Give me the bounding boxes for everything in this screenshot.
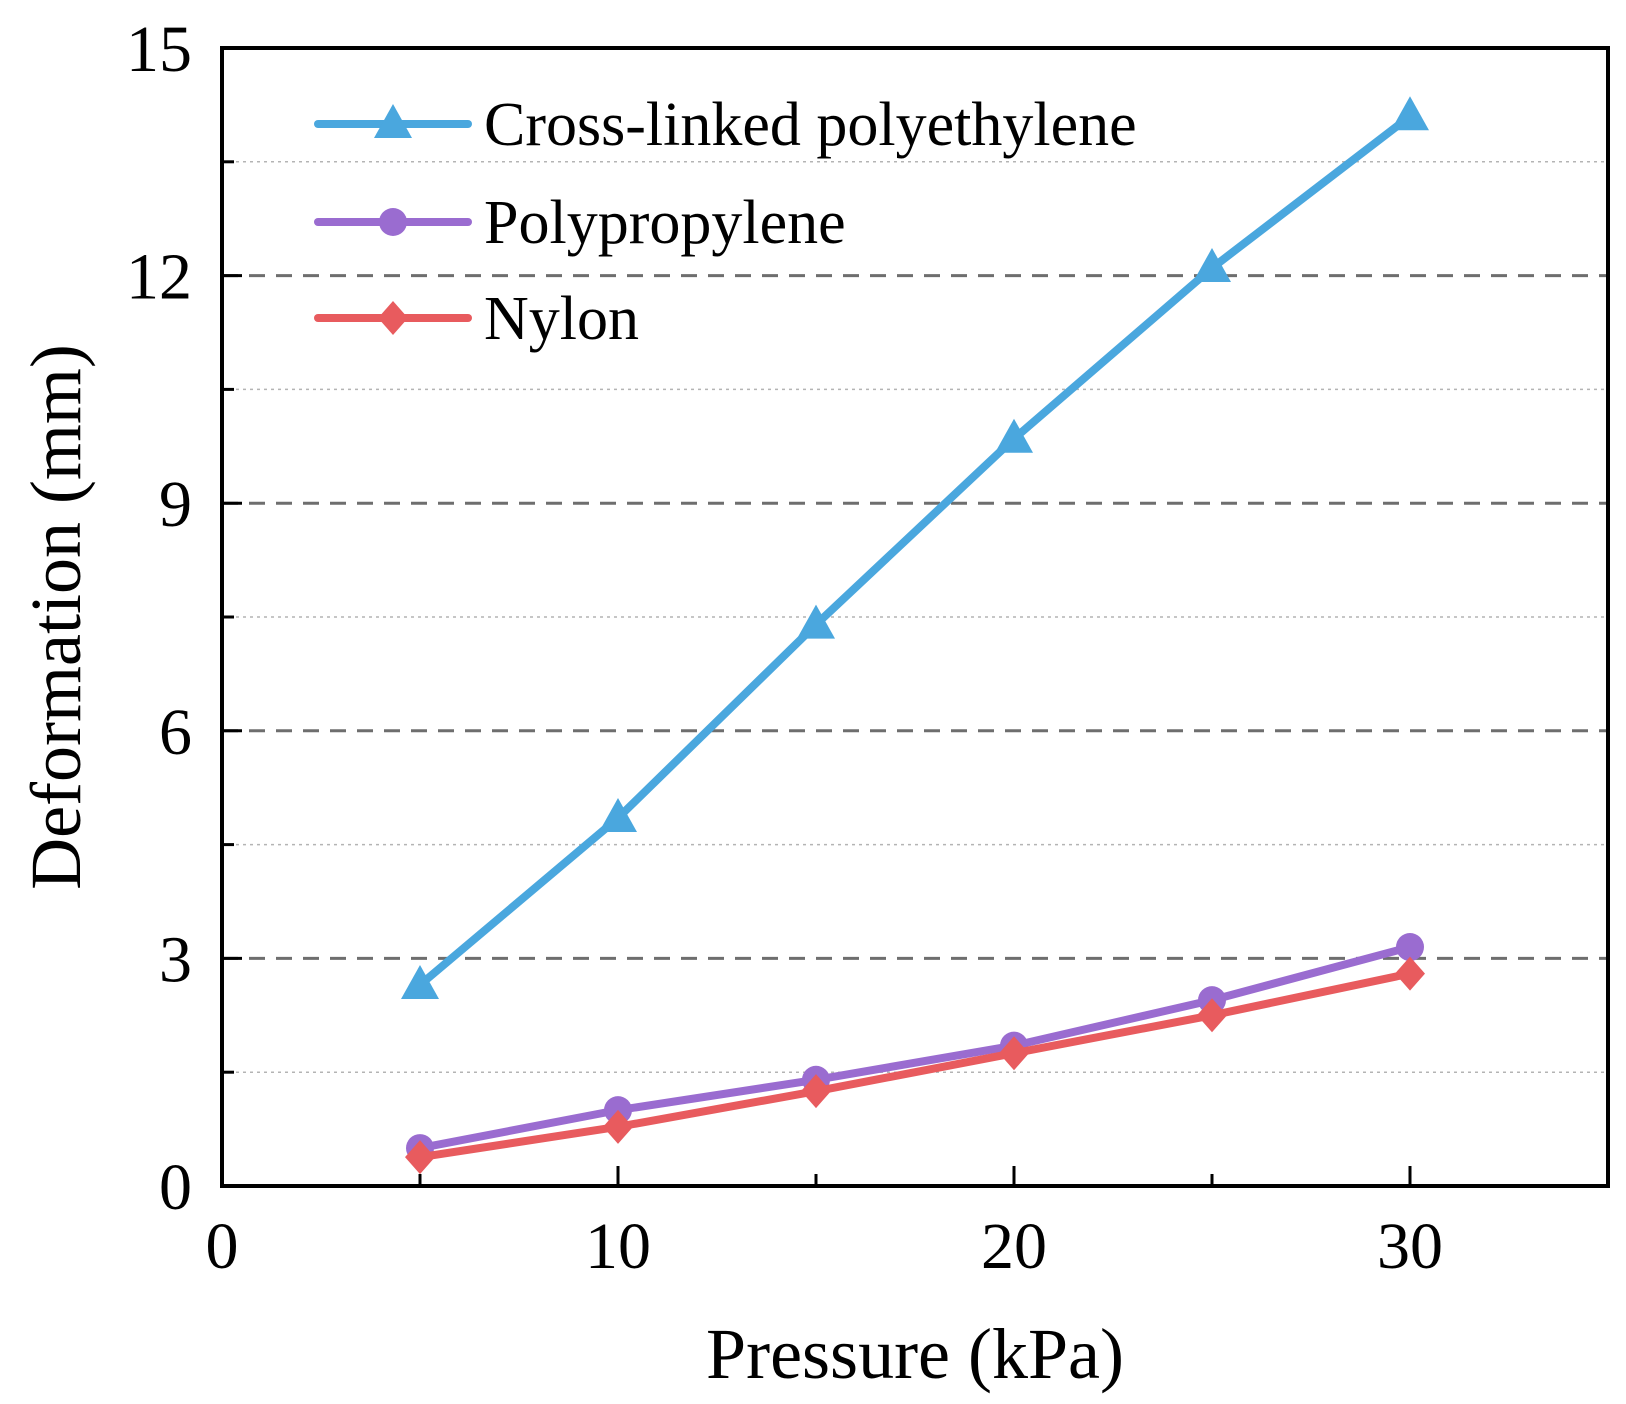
- data-point-cross-linked-polyethylene: [1193, 248, 1231, 283]
- y-axis-title: Deformation (mm): [16, 344, 96, 890]
- series-polypropylene: [406, 933, 1424, 1163]
- legend-label: Cross-linked polyethylene: [484, 91, 1137, 159]
- series-line-polypropylene: [416, 943, 1414, 1153]
- x-tick-label: 0: [206, 1210, 239, 1283]
- series-layer: [401, 96, 1429, 1175]
- x-tick-label: 20: [981, 1210, 1047, 1283]
- legend: Cross-linked polyethylene Polypropylene Ny…: [314, 91, 1137, 353]
- y-tick-label: 15: [126, 13, 192, 86]
- y-tick-label: 12: [126, 241, 192, 314]
- legend-swatch-marker: [378, 301, 408, 335]
- legend-label: Nylon: [484, 285, 639, 353]
- x-tick-label: 10: [585, 1210, 651, 1283]
- data-point-polypropylene: [1396, 933, 1424, 962]
- series-line-cross-linked-polyethylene: [416, 112, 1414, 989]
- legend-item-polypropylene: Polypropylene: [314, 189, 846, 257]
- data-point-nylon: [603, 1109, 633, 1144]
- data-point-nylon: [1395, 956, 1425, 991]
- data-point-nylon: [801, 1074, 831, 1109]
- data-point-cross-linked-polyethylene: [599, 798, 637, 833]
- x-tick-label: 30: [1377, 1210, 1443, 1283]
- y-tick-label: 3: [159, 923, 192, 996]
- series-cross-linked-polyethylene: [401, 96, 1429, 999]
- legend-item-cross-linked-polyethylene: Cross-linked polyethylene: [314, 91, 1137, 159]
- x-axis-title: Pressure (kPa): [706, 1314, 1124, 1394]
- grid-layer: [222, 161, 1608, 1073]
- series-line-nylon: [416, 969, 1414, 1162]
- y-tick-label: 0: [159, 1151, 192, 1224]
- data-point-nylon: [999, 1036, 1029, 1071]
- y-tick-label: 6: [159, 696, 192, 769]
- data-point-nylon: [1197, 998, 1227, 1033]
- tick-layer: 0 10 20 30 0 3 6 9 12 15: [126, 13, 1610, 1283]
- y-tick-label: 9: [159, 468, 192, 541]
- legend-item-nylon: Nylon: [314, 285, 639, 353]
- series-nylon: [405, 956, 1425, 1175]
- data-point-cross-linked-polyethylene: [1391, 96, 1429, 131]
- data-point-nylon: [405, 1140, 435, 1175]
- data-point-cross-linked-polyethylene: [797, 604, 835, 639]
- legend-swatch-marker: [374, 104, 412, 138]
- data-point-cross-linked-polyethylene: [401, 964, 439, 999]
- legend-label: Polypropylene: [484, 189, 846, 257]
- data-point-cross-linked-polyethylene: [995, 418, 1033, 453]
- legend-swatch-marker: [379, 208, 407, 236]
